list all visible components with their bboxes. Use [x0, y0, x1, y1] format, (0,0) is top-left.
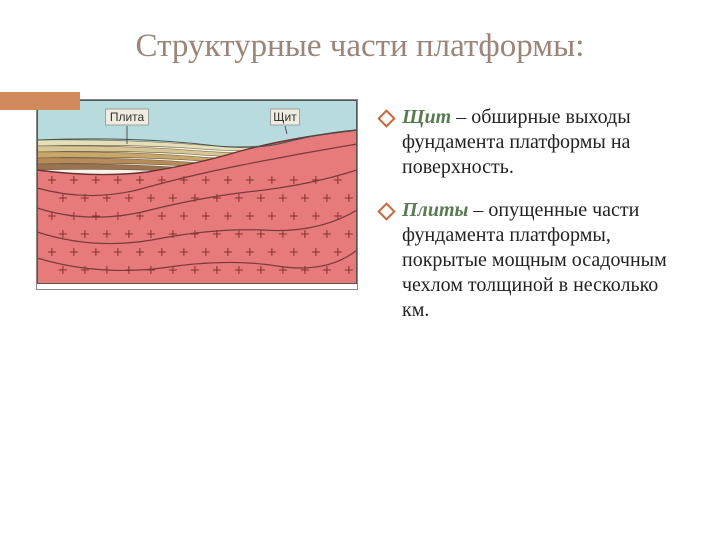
bullet-item: Щит – обширные выходы фундамента платфор…: [378, 105, 690, 180]
bullet-list: Щит – обширные выходы фундамента платфор…: [378, 105, 690, 323]
diagram-column: Плита Щит: [36, 99, 358, 341]
page-title: Структурные части платформы:: [0, 0, 720, 79]
geology-diagram: Плита Щит: [36, 99, 358, 290]
text-column: Щит – обширные выходы фундамента платфор…: [378, 99, 690, 341]
term: Щит: [402, 106, 451, 128]
accent-bar: [0, 92, 80, 110]
bullet-item: Плиты – опущенные части фундамента платф…: [378, 198, 690, 323]
svg-text:Плита: Плита: [110, 110, 145, 124]
term: Плиты: [402, 199, 468, 221]
diagram-svg: Плита Щит: [37, 100, 357, 284]
content-area: Плита Щит Щит – обширные выходы фундамент…: [0, 79, 720, 341]
svg-text:Щит: Щит: [273, 110, 297, 124]
